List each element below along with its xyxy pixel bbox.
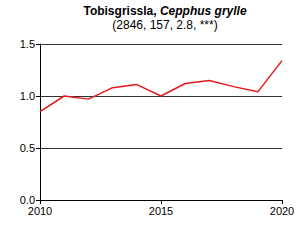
svg-text:1.0: 1.0 [20,90,35,102]
svg-text:0.0: 0.0 [19,194,35,206]
svg-text:0.5: 0.5 [20,142,35,154]
svg-text:2010: 2010 [28,205,52,217]
svg-text:2015: 2015 [149,205,173,217]
svg-text:Cepphus grylle: Cepphus grylle [160,4,247,18]
svg-text:1.5: 1.5 [20,38,35,50]
svg-text:2020: 2020 [270,205,294,217]
svg-text:(2846, 157, 2.8, ***): (2846, 157, 2.8, ***) [112,18,217,32]
svg-text:Tobisgrissla,: Tobisgrissla, [83,4,159,18]
